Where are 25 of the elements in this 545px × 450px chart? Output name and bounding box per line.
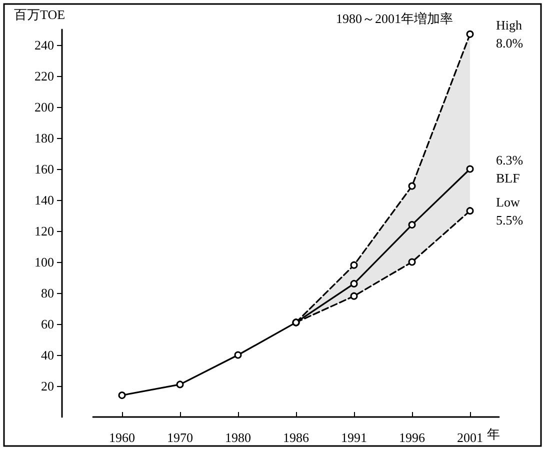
y-tick-label: 40 [41, 348, 54, 362]
annotation: High 8.0% [496, 18, 524, 51]
y-tick-label: 140 [34, 192, 54, 208]
y-tick-label: 60 [41, 316, 54, 332]
y-tick-label: 20 [41, 378, 54, 394]
y-tick-label: 220 [34, 68, 54, 84]
y-tick-label: 80 [41, 286, 54, 300]
y-tick-label: 160 [34, 162, 54, 176]
x-tick-label: 1960 [109, 430, 135, 445]
x-tick-label: 1986 [283, 430, 310, 445]
y-tick-label: 200 [34, 100, 54, 114]
text: 1980～2001年増加率 [336, 11, 453, 26]
y-tick-label: 100 [34, 254, 54, 270]
x-axis-title: 年 [487, 426, 500, 442]
x-tick-label: 1991 [341, 430, 367, 445]
annotation: 6.3% BLF [496, 152, 524, 186]
y-tick-label: 120 [34, 224, 54, 238]
y-axis-title: 百万TOE [14, 7, 66, 22]
x-tick-label: 1980 [225, 430, 251, 445]
x-tick-label: 1996 [399, 430, 426, 445]
x-tick-label: 2001 [457, 430, 483, 445]
x-tick-label: 1970 [167, 430, 193, 445]
annotation: Low 5.5% [496, 194, 524, 228]
y-tick-label: 180 [34, 130, 54, 146]
y-tick-label: 240 [34, 38, 54, 52]
